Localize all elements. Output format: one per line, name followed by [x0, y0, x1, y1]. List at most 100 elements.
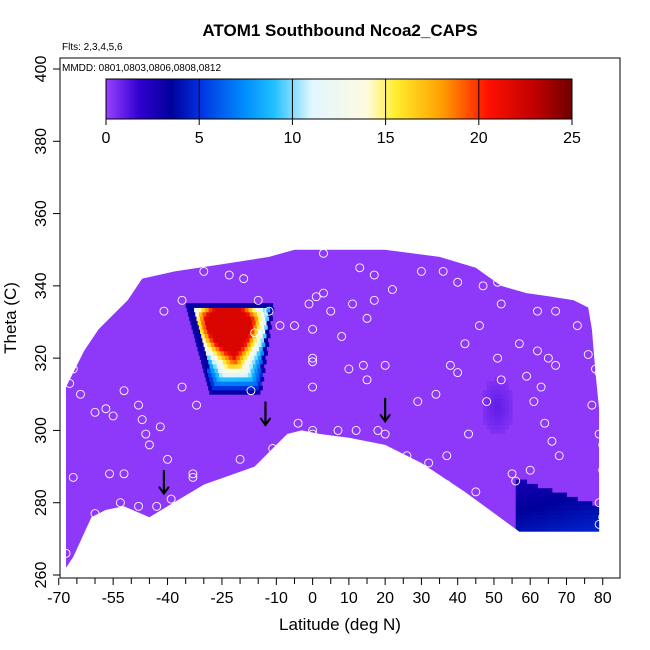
heat-cell	[210, 316, 216, 321]
heat-cell	[577, 522, 582, 528]
heat-cell	[207, 329, 212, 334]
heat-cell	[220, 363, 225, 369]
heat-cell	[504, 420, 509, 426]
heat-cell	[258, 372, 263, 378]
heat-cell	[214, 342, 219, 347]
heat-cell	[219, 346, 224, 352]
sample-point	[594, 519, 604, 529]
heat-cell	[504, 389, 509, 395]
heat-cell	[257, 355, 262, 360]
heat-cell	[519, 518, 524, 524]
heat-cell	[221, 355, 226, 360]
heat-cell	[530, 496, 535, 502]
heat-cell	[222, 372, 227, 378]
heat-cell	[239, 381, 244, 387]
heat-cell	[221, 329, 226, 334]
heat-cell	[555, 501, 560, 507]
heat-cell	[239, 355, 244, 360]
heat-cell	[198, 324, 203, 330]
sample-point	[511, 476, 521, 486]
heat-cell	[199, 355, 204, 360]
heat-cell	[515, 518, 520, 524]
sample-point	[326, 306, 336, 316]
heat-cell	[530, 509, 535, 515]
heat-cell	[196, 342, 201, 347]
sample-point	[416, 266, 426, 276]
heat-cell	[584, 514, 589, 520]
sample-point	[308, 429, 318, 439]
heat-cell	[486, 381, 491, 387]
heat-cell	[493, 398, 498, 404]
heat-cell	[238, 389, 243, 395]
heat-cell	[595, 509, 600, 515]
heat-cell	[256, 350, 261, 356]
heat-cell	[562, 527, 567, 533]
heat-cell	[566, 505, 571, 511]
heat-cell	[234, 350, 239, 356]
heat-cell	[261, 316, 266, 321]
heat-cell	[493, 407, 498, 413]
x-tick-label: 70	[558, 590, 576, 607]
sample-point	[460, 339, 470, 349]
heat-cell	[501, 411, 506, 417]
heat-cell	[591, 514, 596, 520]
heat-cell	[497, 407, 502, 413]
heat-cell	[205, 363, 210, 369]
heat-cell	[211, 359, 216, 365]
heat-cell	[501, 420, 506, 426]
heat-cell	[526, 505, 531, 511]
heat-cell	[533, 522, 538, 528]
heat-cell	[203, 342, 208, 347]
heat-cell	[248, 307, 253, 313]
sample-point	[478, 281, 488, 291]
sample-point	[68, 472, 78, 482]
heat-cell	[215, 372, 220, 378]
x-tick-label: 10	[340, 590, 358, 607]
heat-cell	[191, 311, 196, 317]
heat-cell	[522, 492, 527, 498]
heat-cell	[221, 368, 226, 373]
heat-cell	[519, 492, 524, 498]
heat-cell	[266, 333, 271, 339]
sample-point	[101, 404, 111, 414]
sample-point	[373, 425, 383, 435]
heat-cell	[497, 398, 502, 404]
sample-point	[402, 451, 412, 461]
heat-cell	[244, 307, 249, 313]
heat-cell	[226, 346, 231, 352]
x-tick-label: -10	[265, 590, 288, 607]
heat-cell	[265, 303, 270, 308]
sample-point	[464, 501, 474, 511]
heat-cell	[236, 355, 241, 360]
heat-cell	[210, 381, 215, 387]
heat-cell	[522, 509, 527, 515]
flights-label: Flts: 2,3,4,5,6	[62, 42, 123, 53]
sample-point	[355, 263, 365, 273]
heat-cell	[270, 307, 275, 313]
y-axis: 260 280 300 320 340 360 380 400	[33, 56, 60, 588]
heat-cell	[493, 424, 498, 430]
sample-point	[598, 440, 608, 450]
sample-point	[474, 321, 484, 331]
sample-point	[319, 288, 328, 298]
heat-cell	[204, 346, 209, 352]
heat-cell	[490, 385, 495, 391]
heat-cell	[243, 381, 248, 387]
heat-cell	[588, 505, 593, 511]
heat-cell	[262, 320, 267, 326]
heat-cell	[504, 411, 509, 417]
heat-cell	[209, 337, 214, 343]
sample-point	[152, 501, 162, 511]
heat-cell	[226, 359, 231, 365]
heat-cell	[519, 514, 524, 520]
heat-cell	[537, 501, 542, 507]
heat-cell	[515, 527, 520, 533]
heat-cell	[212, 389, 217, 395]
heat-cell	[201, 359, 206, 365]
heat-cell	[493, 389, 498, 395]
heat-cell	[242, 350, 247, 356]
heat-cell	[198, 311, 203, 317]
sample-point	[540, 418, 550, 428]
heat-cell	[251, 372, 256, 378]
sample-point	[319, 248, 328, 258]
